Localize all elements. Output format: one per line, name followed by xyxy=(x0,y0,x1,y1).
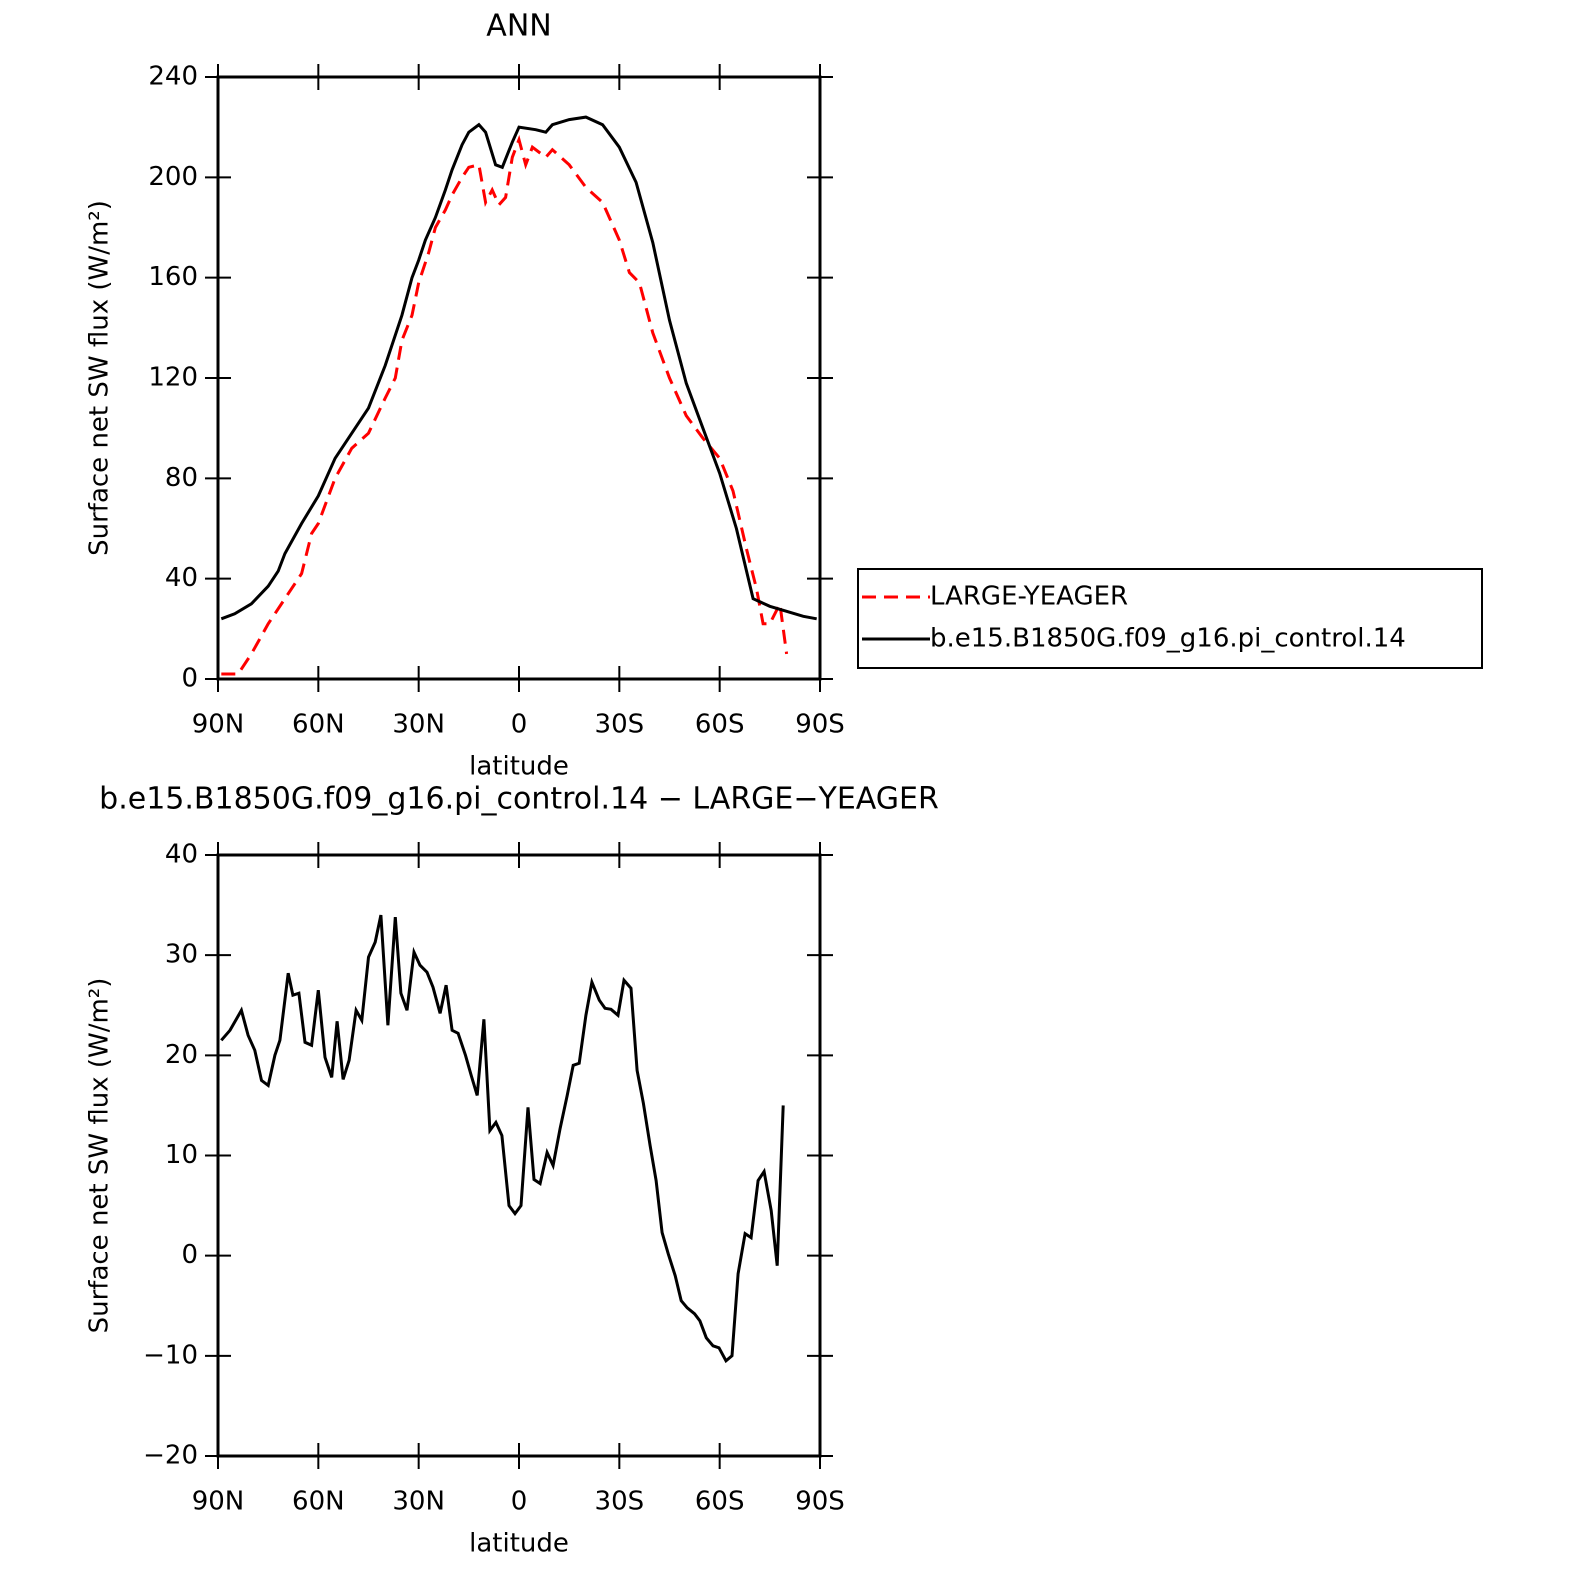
plot-frame xyxy=(216,75,822,681)
x-tick-label: 30S xyxy=(595,710,645,740)
x-tick-label: 30S xyxy=(595,1487,645,1517)
y-tick-label: −20 xyxy=(143,1441,198,1471)
x-tick-label: 0 xyxy=(511,1487,528,1517)
data-line xyxy=(220,914,785,1364)
y-tick-label: 10 xyxy=(165,1140,198,1170)
y-tick-label: 0 xyxy=(181,664,198,694)
x-tick-label: 90S xyxy=(795,1487,845,1517)
x-tick-label: 30N xyxy=(392,710,445,740)
x-axis-label: latitude xyxy=(469,1529,569,1559)
x-tick-label: 90S xyxy=(795,710,845,740)
x-tick-label: 90N xyxy=(192,710,245,740)
y-tick-label: 40 xyxy=(165,840,198,870)
y-axis-label: Surface net SW flux (W/m²) xyxy=(85,200,115,556)
legend-box xyxy=(857,568,1483,669)
y-tick-label: 80 xyxy=(165,463,198,493)
x-tick-label: 0 xyxy=(511,710,528,740)
y-tick-label: 240 xyxy=(148,62,198,92)
x-tick-label: 30N xyxy=(392,1487,445,1517)
legend-label: b.e15.B1850G.f09_g16.pi_control.14 xyxy=(930,624,1406,654)
x-tick-label: 60S xyxy=(695,1487,745,1517)
y-tick-label: 160 xyxy=(148,262,198,292)
y-tick-label: 20 xyxy=(165,1040,198,1070)
y-tick-label: 200 xyxy=(148,162,198,192)
y-tick-label: 30 xyxy=(165,940,198,970)
data-line xyxy=(220,115,817,621)
legend-label: LARGE-YEAGER xyxy=(930,582,1128,612)
y-tick-label: −10 xyxy=(143,1340,198,1370)
y-axis-label: Surface net SW flux (W/m²) xyxy=(85,978,115,1334)
y-tick-label: 0 xyxy=(181,1240,198,1270)
chart-title: ANN xyxy=(486,9,551,44)
legend: LARGE-YEAGER b.e15.B1850G.f09_g16.pi_cont… xyxy=(857,568,1483,669)
chart-title: b.e15.B1850G.f09_g16.pi_control.14 − LAR… xyxy=(99,782,939,817)
y-tick-label: 40 xyxy=(165,563,198,593)
x-tick-label: 60N xyxy=(292,1487,345,1517)
x-tick-label: 60N xyxy=(292,710,345,740)
x-axis-label: latitude xyxy=(469,752,569,782)
x-tick-label: 60S xyxy=(695,710,745,740)
plot-frame xyxy=(216,853,822,1458)
x-tick-label: 90N xyxy=(192,1487,245,1517)
y-tick-label: 120 xyxy=(148,363,198,393)
data-line xyxy=(221,134,789,676)
